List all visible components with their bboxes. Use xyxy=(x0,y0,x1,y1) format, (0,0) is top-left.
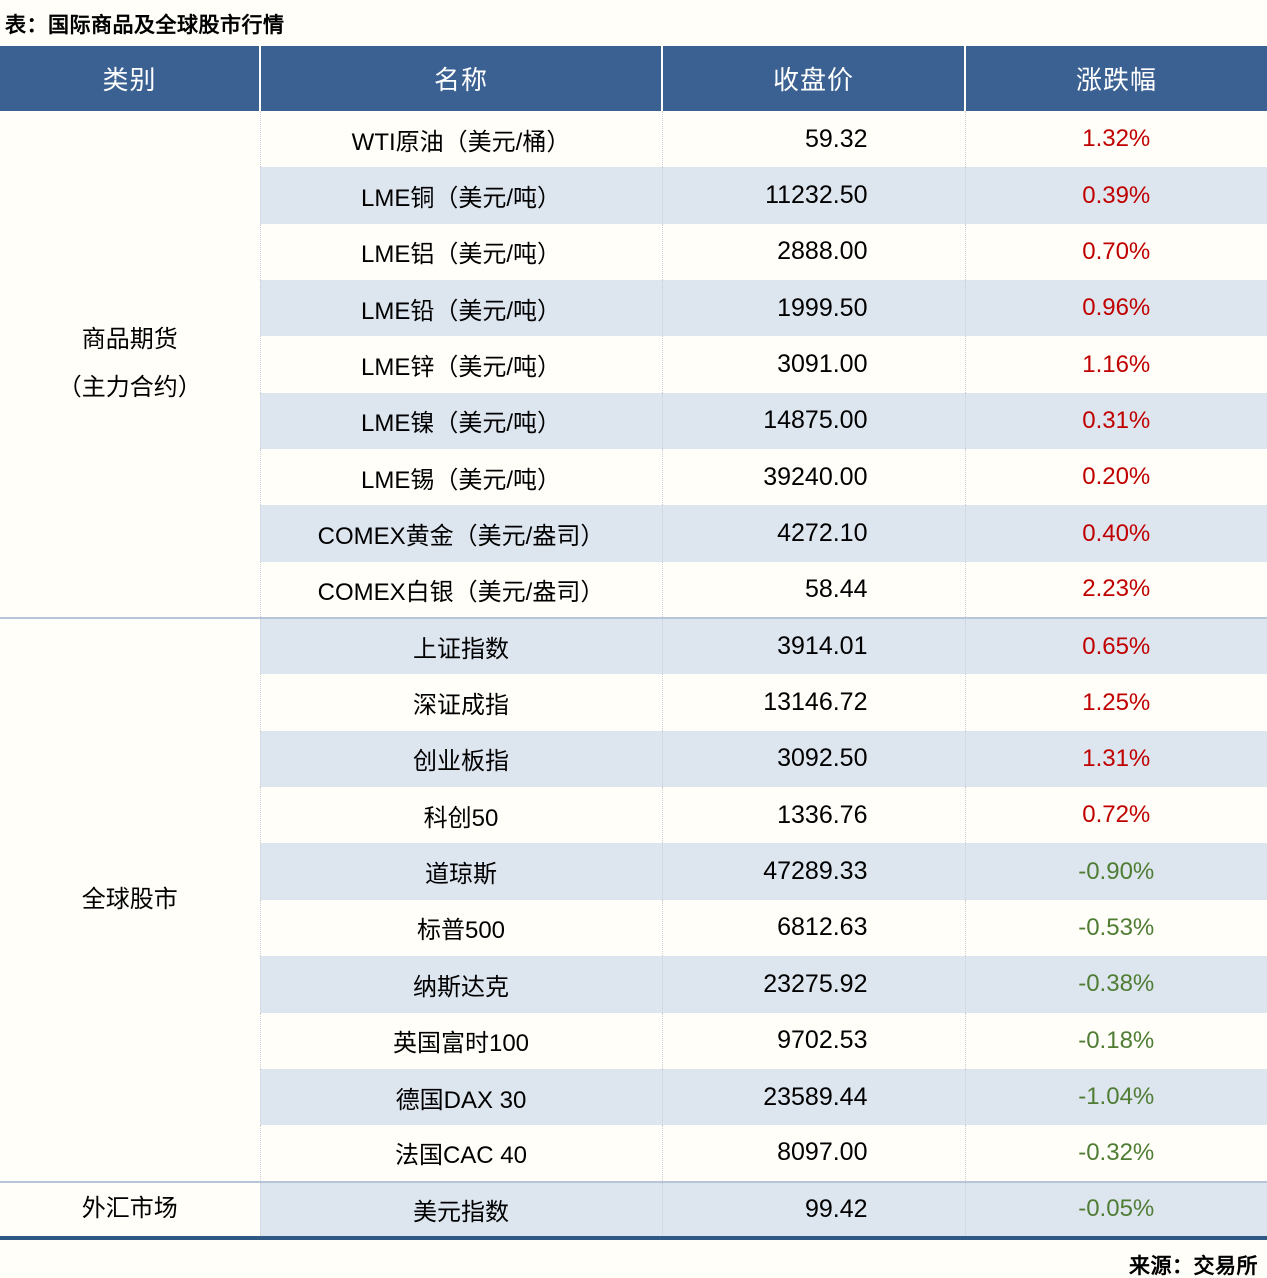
close-price: 1336.76 xyxy=(661,787,965,844)
instrument-name: LME镍（美元/吨） xyxy=(259,392,662,450)
market-table: 类别 名称 收盘价 涨跌幅 商品期货 （主力合约） WTI原油（美元/桶） 59.32… xyxy=(0,46,1267,1240)
change-percent: 1.16% xyxy=(964,336,1267,393)
change-percent: -0.53% xyxy=(964,899,1267,957)
change-percent: 0.70% xyxy=(964,223,1267,281)
table-row: 外汇市场 美元指数 99.42 -0.05% xyxy=(0,1180,1267,1238)
close-price: 59.32 xyxy=(661,111,965,168)
instrument-name: LME铜（美元/吨） xyxy=(259,167,662,224)
close-price: 23275.92 xyxy=(661,956,965,1013)
close-price: 6812.63 xyxy=(661,899,965,957)
change-percent: -0.32% xyxy=(964,1125,1267,1182)
close-price: 99.42 xyxy=(661,1180,965,1238)
change-percent: 0.72% xyxy=(964,787,1267,844)
close-price: 39240.00 xyxy=(661,449,965,506)
change-percent: 0.40% xyxy=(964,505,1267,562)
close-price: 3914.01 xyxy=(661,617,965,675)
close-price: 23589.44 xyxy=(661,1068,965,1126)
close-price: 8097.00 xyxy=(661,1125,965,1182)
instrument-name: 道琼斯 xyxy=(259,843,662,900)
instrument-name: 英国富时100 xyxy=(259,1012,662,1069)
source-note: 来源：交易所 xyxy=(1129,1254,1258,1278)
table-row: 商品期货 （主力合约） WTI原油（美元/桶） 59.32 1.32% xyxy=(0,111,1267,619)
change-percent: 1.25% xyxy=(964,674,1267,731)
instrument-name: LME铝（美元/吨） xyxy=(259,223,662,281)
header-category: 类别 xyxy=(0,46,260,111)
close-price: 58.44 xyxy=(661,561,965,619)
close-price: 4272.10 xyxy=(661,505,965,562)
category-cell: 商品期货 （主力合约） xyxy=(0,111,260,619)
change-percent: 0.65% xyxy=(964,617,1267,675)
change-percent: 0.31% xyxy=(964,392,1267,450)
close-price: 1999.50 xyxy=(661,280,965,337)
close-price: 13146.72 xyxy=(661,674,965,731)
instrument-name: LME锌（美元/吨） xyxy=(259,336,662,393)
change-percent: 0.39% xyxy=(964,167,1267,224)
instrument-name: LME铅（美元/吨） xyxy=(259,280,662,337)
change-percent: -0.38% xyxy=(964,956,1267,1013)
header-change-percent: 涨跌幅 xyxy=(964,46,1267,111)
instrument-name: WTI原油（美元/桶） xyxy=(259,111,662,168)
change-percent: -0.90% xyxy=(964,843,1267,900)
change-percent: 0.96% xyxy=(964,280,1267,337)
table-title: 表：国际商品及全球股市行情 xyxy=(5,14,285,37)
header-row: 类别 名称 收盘价 涨跌幅 xyxy=(0,46,1267,111)
page: 表：国际商品及全球股市行情 类别 名称 收盘价 涨跌幅 商品期货 （主力合约） WT… xyxy=(0,9,1267,1278)
instrument-name: 德国DAX 30 xyxy=(259,1068,662,1126)
close-price: 3091.00 xyxy=(661,336,965,393)
close-price: 2888.00 xyxy=(661,223,965,281)
instrument-name: 上证指数 xyxy=(259,617,662,675)
change-percent: -0.18% xyxy=(964,1012,1267,1069)
change-percent: 2.23% xyxy=(964,561,1267,619)
instrument-name: 创业板指 xyxy=(259,730,662,788)
instrument-name: 法国CAC 40 xyxy=(259,1125,662,1182)
change-percent: 1.31% xyxy=(964,730,1267,788)
close-price: 14875.00 xyxy=(661,392,965,450)
change-percent: -1.04% xyxy=(964,1068,1267,1126)
category-cell: 外汇市场 xyxy=(0,1180,260,1238)
instrument-name: 纳斯达克 xyxy=(259,956,662,1013)
instrument-name: 美元指数 xyxy=(259,1180,662,1238)
change-percent: 0.20% xyxy=(964,449,1267,506)
close-price: 3092.50 xyxy=(661,730,965,788)
category-cell: 全球股市 xyxy=(0,617,260,1182)
instrument-name: 科创50 xyxy=(259,787,662,844)
instrument-name: LME锡（美元/吨） xyxy=(259,449,662,506)
close-price: 11232.50 xyxy=(661,167,965,224)
instrument-name: 深证成指 xyxy=(259,674,662,731)
table-row: LME铜（美元/吨） 11232.50 0.39% xyxy=(0,167,1267,224)
instrument-name: 标普500 xyxy=(259,899,662,957)
instrument-name: COMEX白银（美元/盎司） xyxy=(259,561,662,619)
market-table-body: 商品期货 （主力合约） WTI原油（美元/桶） 59.32 1.32% LME铜（美元/吨… xyxy=(0,111,1267,1238)
close-price: 47289.33 xyxy=(661,843,965,900)
header-close-price: 收盘价 xyxy=(661,46,965,111)
table-row: 全球股市 上证指数 3914.01 0.65% xyxy=(0,617,1267,1182)
change-percent: 1.32% xyxy=(964,111,1267,168)
change-percent: -0.05% xyxy=(964,1180,1267,1238)
instrument-name: COMEX黄金（美元/盎司） xyxy=(259,505,662,562)
header-name: 名称 xyxy=(259,46,662,111)
close-price: 9702.53 xyxy=(661,1012,965,1069)
table-header: 类别 名称 收盘价 涨跌幅 xyxy=(0,46,1267,111)
